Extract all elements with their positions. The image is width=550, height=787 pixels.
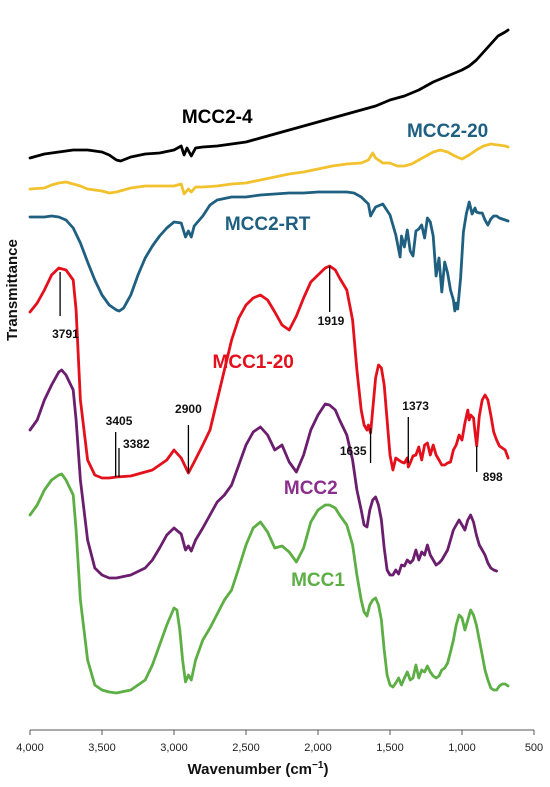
peak-label-2900: 2900 <box>175 402 202 416</box>
axes: 4,000 3,500 3,000 2,500 2,000 1,500 1,000 500 <box>16 729 543 754</box>
peak-label-898: 898 <box>483 470 503 484</box>
series-curves <box>28 28 510 695</box>
series-line-mcc2-4 <box>28 28 510 163</box>
series-line-mcc1 <box>28 472 510 695</box>
x-axis-label-tail: ) <box>323 761 328 778</box>
peak-label-1919: 1919 <box>318 314 345 328</box>
x-tick-label: 2,500 <box>232 742 260 754</box>
series-labels: MCC2-4 MCC2-20 MCC2-RT MCC1-20 MCC2 MCC1 <box>182 107 488 591</box>
y-axis-label: Transmittance <box>4 239 21 341</box>
series-line-mcc2-20 <box>28 142 510 196</box>
series-label-mcc2-4: MCC2-4 <box>182 107 253 128</box>
peak-label-1635: 1635 <box>340 444 367 458</box>
series-label-mcc1-20: MCC1-20 <box>213 352 294 373</box>
x-tick-label: 1,000 <box>448 742 476 754</box>
x-tick-label: 2,000 <box>304 742 332 754</box>
series-label-mcc1: MCC1 <box>291 570 345 591</box>
series-label-mcc2-20: MCC2-20 <box>407 121 488 142</box>
x-axis-label-superscript: −1 <box>312 760 324 771</box>
x-tick-label: 4,000 <box>16 742 44 754</box>
peak-label-3791: 3791 <box>52 327 79 341</box>
x-ticks: 4,000 3,500 3,000 2,500 2,000 1,500 1,000 500 <box>16 730 543 754</box>
series-line-mcc1-20 <box>28 264 510 480</box>
x-tick-label: 3,500 <box>88 742 116 754</box>
series-line-mcc2-rt <box>28 190 510 313</box>
peak-label-3405: 3405 <box>106 414 133 428</box>
series-label-mcc2-rt: MCC2-RT <box>225 214 311 235</box>
x-axis-label: Wavenumber (cm−1) <box>188 760 329 778</box>
series-label-mcc2: MCC2 <box>284 478 338 499</box>
peak-label-3382: 3382 <box>123 437 150 451</box>
x-tick-label: 1,500 <box>376 742 404 754</box>
peak-annotations: 3791 1919 3405 3382 2900 1635 1373 898 <box>52 266 503 484</box>
series-line-mcc2 <box>28 368 498 580</box>
x-tick-label: 3,000 <box>160 742 188 754</box>
peak-label-1373: 1373 <box>402 399 429 413</box>
x-tick-label: 500 <box>525 742 543 754</box>
